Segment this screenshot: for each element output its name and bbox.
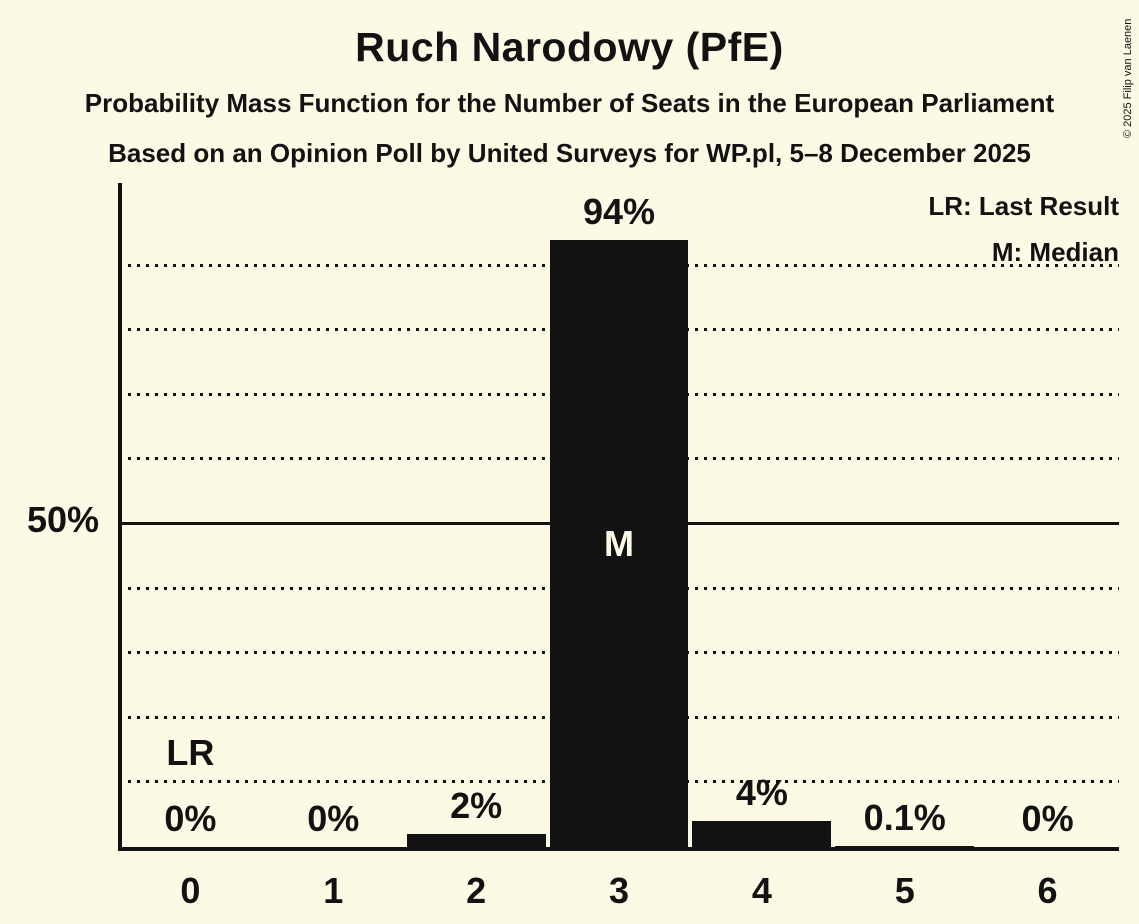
median-marker: M (603, 522, 634, 564)
legend-lr-entry: LR: Last Result (928, 191, 1119, 221)
column-seats-4: 4% 4 (690, 183, 833, 909)
bar-value-label: 0% (1021, 798, 1074, 839)
column-seats-5: 0.1% 5 (833, 183, 976, 909)
column-seats-6: 0% 6 (976, 183, 1119, 909)
bar-seats-4 (692, 821, 832, 847)
chart-subtitle: Probability Mass Function for the Number… (84, 88, 1055, 118)
last-result-marker: LR (166, 732, 215, 773)
legend: LR: Last Result M: Median (928, 183, 1119, 275)
column-seats-3: M 94% 3 (548, 183, 691, 909)
plot-area: LR: Last Result M: Median 0% LR 0 0% 1 2% 2 M 94… (119, 183, 1119, 909)
x-tick-label-1: 1 (323, 870, 344, 911)
column-seats-2: 2% 2 (405, 183, 548, 909)
bar-seats-5 (835, 846, 975, 847)
column-seats-0: 0% LR 0 (119, 183, 262, 909)
bar-value-label: 0.1% (863, 797, 946, 838)
bar-value-label: 4% (735, 772, 788, 813)
bar-seats-3: M (549, 240, 689, 847)
x-axis-line (119, 847, 1119, 851)
column-seats-1: 0% 1 (262, 183, 405, 909)
x-tick-label-2: 2 (466, 870, 487, 911)
x-tick-label-0: 0 (180, 870, 201, 911)
bar-value-label: 94% (582, 191, 656, 232)
chart-title: Ruch Narodowy (PfE) (355, 24, 784, 70)
y-axis-label-50: 50% (26, 499, 99, 540)
bar-seats-2 (406, 834, 546, 847)
bar-value-label: 0% (307, 798, 360, 839)
x-tick-label-4: 4 (751, 870, 772, 911)
chart-source-subtitle: Based on an Opinion Poll by United Surve… (108, 138, 1031, 168)
legend-median-entry: M: Median (991, 237, 1119, 267)
bar-value-label: 0% (164, 798, 217, 839)
x-tick-label-5: 5 (894, 870, 915, 911)
copyright-text: © 2025 Filip van Laenen (1122, 18, 1134, 138)
x-tick-label-3: 3 (608, 870, 629, 911)
y-axis-line (118, 183, 122, 851)
bar-value-label: 2% (450, 785, 503, 826)
x-tick-label-6: 6 (1037, 870, 1058, 911)
